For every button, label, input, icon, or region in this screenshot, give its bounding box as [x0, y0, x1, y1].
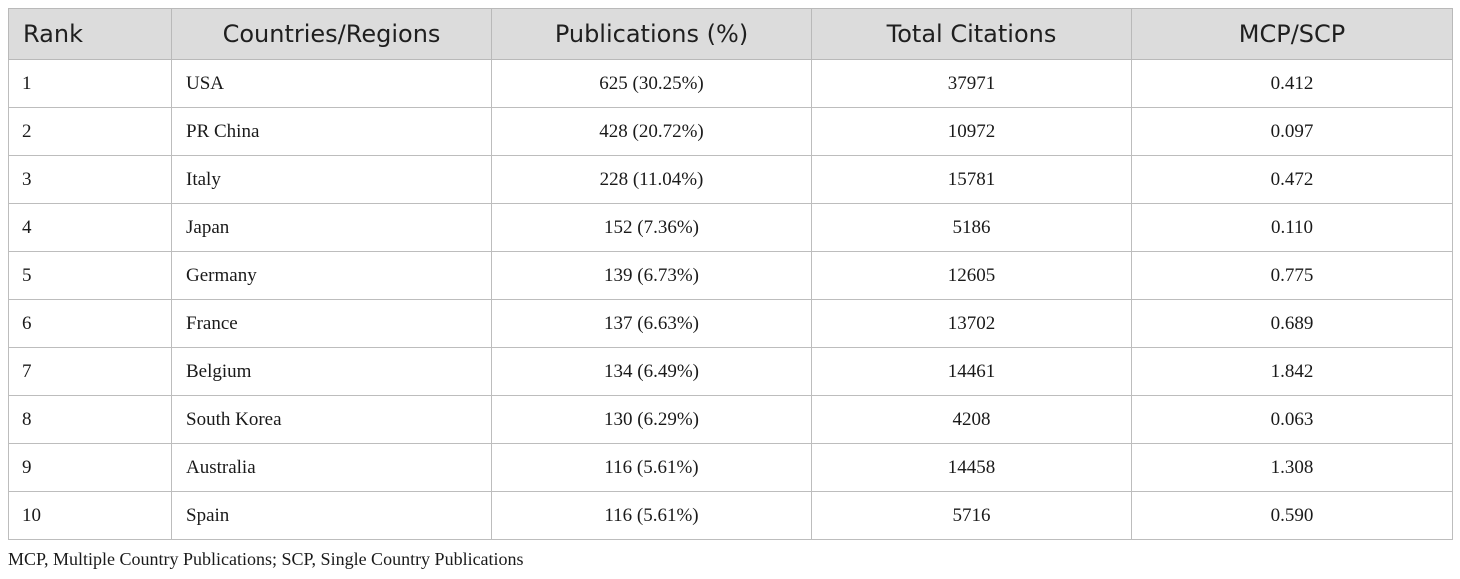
table-row: 3 Italy 228 (11.04%) 15781 0.472: [8, 155, 1453, 204]
table-footnote: MCP, Multiple Country Publications; SCP,…: [8, 549, 524, 569]
cell-total-citations: 5716: [811, 491, 1132, 540]
cell-rank: 8: [8, 395, 172, 444]
cell-rank: 1: [8, 59, 172, 108]
cell-country: Japan: [171, 203, 492, 252]
cell-country: USA: [171, 59, 492, 108]
header-total-citations: Total Citations: [811, 8, 1132, 60]
cell-publications: 625 (30.25%): [491, 59, 812, 108]
cell-publications: 130 (6.29%): [491, 395, 812, 444]
cell-total-citations: 4208: [811, 395, 1132, 444]
country-publications-table-container: Rank Countries/Regions Publications (%) …: [8, 8, 1453, 540]
cell-publications: 116 (5.61%): [491, 443, 812, 492]
table-row: 8 South Korea 130 (6.29%) 4208 0.063: [8, 395, 1453, 444]
cell-publications: 428 (20.72%): [491, 107, 812, 156]
cell-total-citations: 10972: [811, 107, 1132, 156]
cell-total-citations: 14458: [811, 443, 1132, 492]
table-row: 2 PR China 428 (20.72%) 10972 0.097: [8, 107, 1453, 156]
cell-publications: 228 (11.04%): [491, 155, 812, 204]
cell-publications: 152 (7.36%): [491, 203, 812, 252]
cell-rank: 2: [8, 107, 172, 156]
cell-country: PR China: [171, 107, 492, 156]
cell-rank: 7: [8, 347, 172, 396]
cell-rank: 9: [8, 443, 172, 492]
cell-country: Germany: [171, 251, 492, 300]
cell-country: Italy: [171, 155, 492, 204]
header-countries-regions: Countries/Regions: [171, 8, 492, 60]
cell-total-citations: 15781: [811, 155, 1132, 204]
cell-mcp-scp: 0.590: [1131, 491, 1453, 540]
cell-publications: 139 (6.73%): [491, 251, 812, 300]
cell-rank: 6: [8, 299, 172, 348]
cell-country: Spain: [171, 491, 492, 540]
cell-mcp-scp: 0.472: [1131, 155, 1453, 204]
cell-mcp-scp: 0.412: [1131, 59, 1453, 108]
table-row: 6 France 137 (6.63%) 13702 0.689: [8, 299, 1453, 348]
cell-country: South Korea: [171, 395, 492, 444]
header-publications: Publications (%): [491, 8, 812, 60]
cell-publications: 134 (6.49%): [491, 347, 812, 396]
table-row: 1 USA 625 (30.25%) 37971 0.412: [8, 59, 1453, 108]
cell-rank: 10: [8, 491, 172, 540]
cell-total-citations: 12605: [811, 251, 1132, 300]
table-row: 5 Germany 139 (6.73%) 12605 0.775: [8, 251, 1453, 300]
cell-total-citations: 13702: [811, 299, 1132, 348]
country-publications-table: Rank Countries/Regions Publications (%) …: [8, 8, 1453, 540]
cell-rank: 5: [8, 251, 172, 300]
cell-total-citations: 37971: [811, 59, 1132, 108]
cell-country: France: [171, 299, 492, 348]
cell-mcp-scp: 1.308: [1131, 443, 1453, 492]
table-row: 4 Japan 152 (7.36%) 5186 0.110: [8, 203, 1453, 252]
cell-mcp-scp: 0.775: [1131, 251, 1453, 300]
cell-publications: 116 (5.61%): [491, 491, 812, 540]
cell-total-citations: 5186: [811, 203, 1132, 252]
header-rank: Rank: [8, 8, 172, 60]
cell-country: Belgium: [171, 347, 492, 396]
cell-mcp-scp: 1.842: [1131, 347, 1453, 396]
cell-mcp-scp: 0.110: [1131, 203, 1453, 252]
table-header-row: Rank Countries/Regions Publications (%) …: [8, 8, 1453, 60]
table-row: 10 Spain 116 (5.61%) 5716 0.590: [8, 491, 1453, 540]
cell-publications: 137 (6.63%): [491, 299, 812, 348]
header-mcp-scp: MCP/SCP: [1131, 8, 1453, 60]
cell-mcp-scp: 0.063: [1131, 395, 1453, 444]
cell-rank: 3: [8, 155, 172, 204]
cell-country: Australia: [171, 443, 492, 492]
cell-mcp-scp: 0.689: [1131, 299, 1453, 348]
cell-rank: 4: [8, 203, 172, 252]
table-row: 9 Australia 116 (5.61%) 14458 1.308: [8, 443, 1453, 492]
cell-mcp-scp: 0.097: [1131, 107, 1453, 156]
table-row: 7 Belgium 134 (6.49%) 14461 1.842: [8, 347, 1453, 396]
cell-total-citations: 14461: [811, 347, 1132, 396]
